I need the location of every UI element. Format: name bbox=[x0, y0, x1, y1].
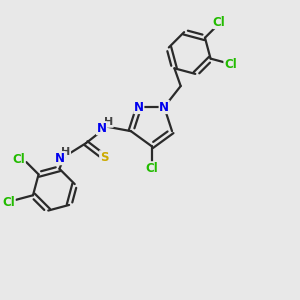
Text: Cl: Cl bbox=[213, 16, 226, 28]
Text: Cl: Cl bbox=[224, 58, 237, 71]
Text: N: N bbox=[134, 100, 144, 113]
Text: H: H bbox=[61, 147, 70, 157]
Text: H: H bbox=[104, 117, 113, 127]
Text: N: N bbox=[97, 122, 106, 135]
Text: Cl: Cl bbox=[2, 196, 15, 209]
Text: N: N bbox=[159, 100, 169, 113]
Text: S: S bbox=[100, 151, 108, 164]
Text: Cl: Cl bbox=[145, 162, 158, 175]
Text: Cl: Cl bbox=[12, 153, 25, 166]
Text: N: N bbox=[55, 152, 65, 165]
